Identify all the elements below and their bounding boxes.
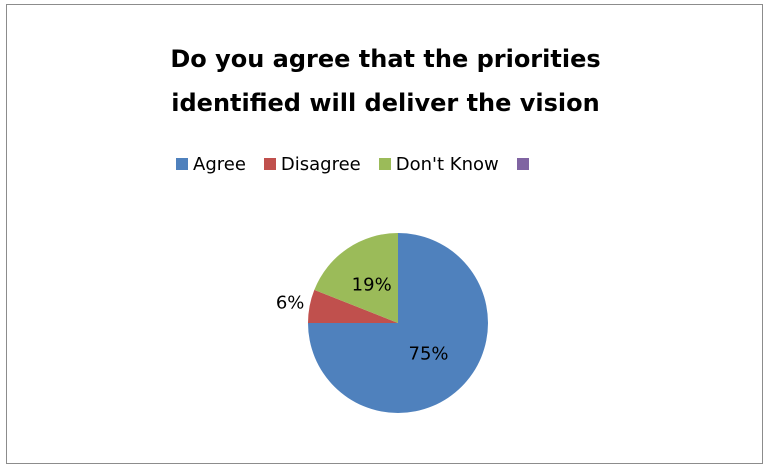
data-label-agree: 75% — [409, 344, 449, 365]
chart-area: Do you agree that the priorities identif… — [6, 4, 763, 464]
legend-swatch-dont-know — [378, 158, 391, 170]
chart-title-line-1: Do you agree that the priorities — [170, 45, 601, 73]
pie-slices — [308, 233, 488, 413]
pie-chart: 75% 6% 19% — [276, 233, 488, 413]
legend-swatch-agree — [176, 158, 188, 170]
data-label-disagree: 6% — [276, 292, 305, 313]
legend-item-unlabeled — [516, 158, 534, 170]
data-label-dont-know: 19% — [352, 274, 392, 295]
chart-legend: Agree Disagree Don't Know — [176, 150, 552, 178]
legend-item-agree: Agree — [176, 154, 246, 175]
pie-slice-don-t-know — [314, 233, 398, 323]
legend-swatch-unlabeled — [516, 158, 529, 170]
pie-slice-disagree — [308, 289, 398, 323]
legend-label-agree: Agree — [193, 153, 246, 175]
legend-label-disagree: Disagree — [280, 153, 361, 175]
chart-title: Do you agree that the priorities identif… — [7, 37, 764, 125]
legend-label-dont-know: Don't Know — [395, 153, 499, 175]
chart-title-line-2: identified will deliver the vision — [171, 89, 600, 117]
legend-swatch-disagree — [263, 158, 276, 170]
legend-item-disagree: Disagree — [263, 153, 361, 175]
pie-labels: 75% 6% 19% — [276, 274, 449, 364]
legend-item-dont-know: Don't Know — [378, 153, 499, 175]
